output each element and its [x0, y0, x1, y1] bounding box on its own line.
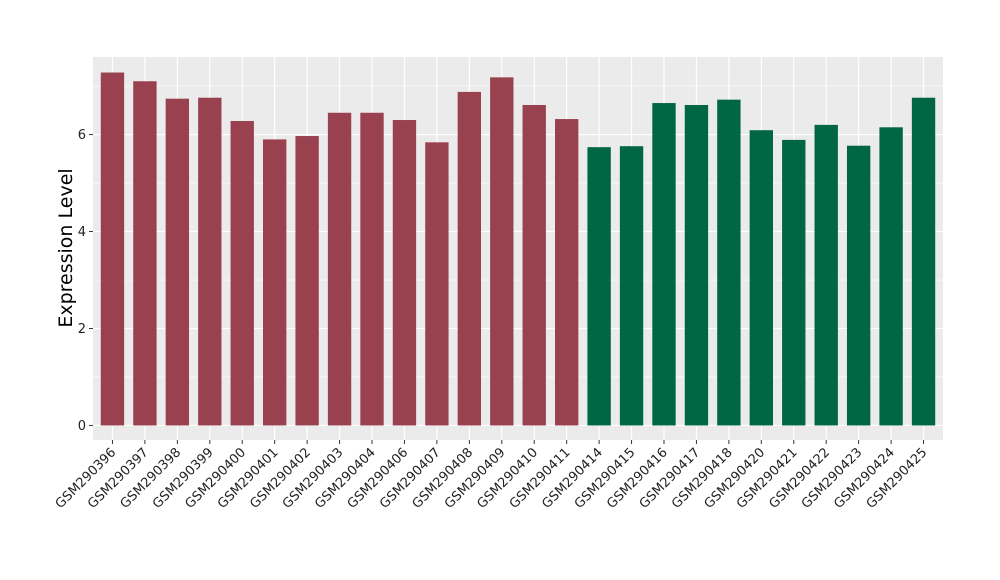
y-tick-label: 0 [78, 419, 86, 434]
bar-gsm290404 [360, 112, 384, 426]
bar-gsm290396 [100, 72, 125, 426]
bar-gsm290416 [652, 103, 676, 426]
y-tick-label: 6 [78, 128, 86, 143]
y-axis: 0 2 4 6 [78, 128, 93, 434]
y-tick-label: 4 [78, 225, 86, 240]
bar-gsm290403 [327, 112, 352, 426]
bar-gsm290399 [198, 97, 222, 426]
bar-gsm290408 [457, 91, 482, 426]
bar-gsm290418 [717, 99, 741, 426]
bars [100, 72, 936, 426]
bar-gsm290411 [554, 119, 579, 426]
bar-gsm290424 [879, 127, 903, 426]
bar-gsm290421 [782, 139, 806, 426]
bar-gsm290420 [749, 130, 773, 426]
bar-gsm290410 [522, 104, 546, 426]
bar-gsm290422 [814, 124, 838, 426]
bar-gsm290400 [230, 120, 254, 426]
y-axis-title: Expression Level [55, 168, 77, 327]
bar-gsm290425 [911, 97, 936, 426]
bar-gsm290398 [165, 98, 190, 426]
bar-gsm290406 [392, 120, 417, 426]
bar-gsm290402 [295, 136, 319, 426]
bar-gsm290415 [619, 146, 644, 426]
bar-gsm290417 [684, 104, 709, 426]
bar-gsm290401 [263, 139, 287, 426]
y-tick-label: 2 [78, 322, 86, 337]
bar-gsm290423 [846, 145, 871, 426]
bar-gsm290414 [587, 147, 611, 426]
bar-gsm290409 [490, 77, 514, 426]
bar-gsm290397 [133, 81, 157, 426]
x-axis: GSM290396GSM290397GSM290398GSM290399GSM2… [53, 440, 930, 512]
bar-gsm290407 [425, 142, 449, 426]
